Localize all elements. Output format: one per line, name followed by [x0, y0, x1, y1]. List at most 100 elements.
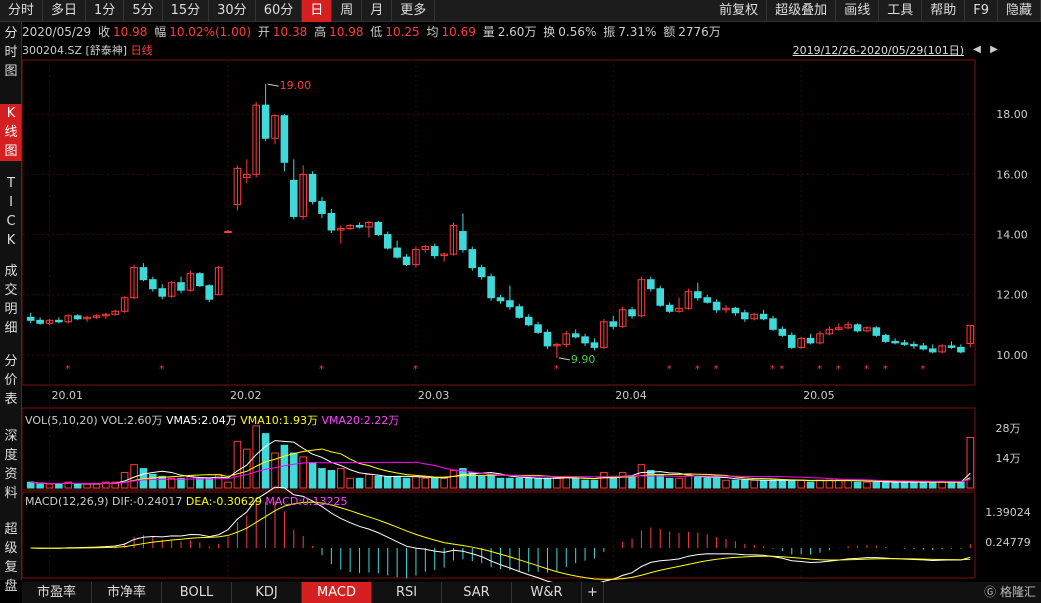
- turnover-label: 换: [543, 25, 556, 39]
- left-tab-char: 级: [4, 541, 18, 556]
- indicator-tab-3[interactable]: KDJ: [232, 582, 302, 603]
- candle-body: [120, 297, 129, 312]
- volume-bar: [45, 483, 54, 489]
- volume-bar: [383, 475, 392, 489]
- candle-body: [374, 222, 383, 236]
- period-tab-5[interactable]: 30分: [209, 0, 256, 22]
- period-tab-4[interactable]: 15分: [163, 0, 210, 22]
- volume-bar: [553, 477, 561, 489]
- period-tab-3[interactable]: 5分: [124, 0, 163, 22]
- left-tab-0[interactable]: 分时图: [0, 24, 22, 81]
- period-tab-1[interactable]: 多日: [43, 0, 87, 22]
- vma10-value: VMA10:1.93万: [240, 414, 319, 427]
- volume-bar: [308, 462, 317, 489]
- scroll-right-icon[interactable]: ▶: [990, 44, 998, 55]
- indicator-tab-2[interactable]: BOLL: [162, 582, 232, 603]
- price-tick-label: 16.00: [996, 168, 1028, 181]
- toolbar-right-3[interactable]: 工具: [879, 0, 923, 22]
- signal-star: *: [836, 364, 841, 375]
- period-toolbar: 分时 多日 1分 5分 15分 30分 60分日周月更多 前复权 超级叠加 画线 工具 帮助 F9 隐藏: [0, 0, 1041, 22]
- toolbar-right-1[interactable]: 超级叠加: [767, 0, 837, 22]
- amount-label: 额: [663, 25, 676, 39]
- quote-date: 2020/05/29: [22, 25, 92, 39]
- open-value: 10.38: [272, 25, 308, 39]
- macd-tick-label: 0.24779: [985, 536, 1031, 549]
- volume-bar: [430, 477, 439, 489]
- kline-chart[interactable]: 10.00 12.00 14.00 16.00 18.00 20.01 20.02 20.03…: [0, 0, 1041, 582]
- macd-tick-label: 1.39024: [985, 506, 1031, 519]
- period-tab-10[interactable]: 更多: [392, 0, 436, 22]
- candle-body: [618, 309, 627, 327]
- dea-line: [30, 501, 971, 580]
- toolbar-right-4[interactable]: 帮助: [922, 0, 966, 22]
- add-tab-icon[interactable]: +: [582, 582, 604, 603]
- indicator-tab-6[interactable]: SAR: [442, 582, 512, 603]
- scroll-left-icon[interactable]: ◀: [973, 44, 981, 55]
- volume-bar: [111, 481, 120, 489]
- vma5-value: VMA5:2.04万: [166, 414, 237, 427]
- candle-body: [750, 313, 758, 320]
- indicator-tab-0[interactable]: 市盈率: [22, 582, 92, 603]
- volume-bar: [233, 440, 242, 489]
- toolbar-right-0[interactable]: 前复权: [711, 0, 768, 22]
- left-tab-5[interactable]: 深度资料: [0, 427, 22, 503]
- period-tab-7[interactable]: 日: [302, 0, 333, 22]
- volume-bar: [336, 468, 345, 489]
- left-tab-char: 分: [4, 354, 18, 369]
- volume-bar: [853, 481, 862, 489]
- indicator-tab-1[interactable]: 市净率: [92, 582, 162, 603]
- signal-star: *: [413, 364, 418, 375]
- vma20-value: VMA20:2.22万: [321, 414, 400, 427]
- volume-bar: [299, 456, 307, 489]
- volume-bar: [647, 470, 655, 489]
- candle-body: [900, 342, 909, 345]
- period-tab-0[interactable]: 分时: [0, 0, 44, 22]
- left-tab-6[interactable]: 超级复盘: [0, 520, 22, 596]
- volume-bar: [355, 477, 364, 489]
- period-tab-2[interactable]: 1分: [86, 0, 125, 22]
- candle-body: [553, 343, 561, 347]
- period-tab-9[interactable]: 月: [362, 0, 393, 22]
- volume-bar: [214, 473, 223, 489]
- stock-caption: 300204.SZ [舒泰神] 日线: [22, 42, 153, 58]
- candle-body: [947, 345, 956, 348]
- low-annotation: 9.90: [571, 353, 596, 366]
- candle-body: [562, 333, 571, 345]
- volume-bar: [26, 481, 35, 489]
- indicator-tab-5[interactable]: RSI: [372, 582, 442, 603]
- candle-body: [111, 310, 120, 315]
- candle-body: [816, 333, 824, 344]
- toolbar-right-5[interactable]: F9: [965, 0, 998, 22]
- candle-body: [83, 316, 91, 320]
- candle-body: [64, 315, 73, 323]
- candle-body: [712, 301, 721, 311]
- period-tab-6[interactable]: 60分: [256, 0, 303, 22]
- candle-body: [600, 321, 608, 348]
- signal-star: *: [319, 364, 324, 375]
- toolbar-right-6[interactable]: 隐藏: [998, 0, 1041, 22]
- toolbar-right-2[interactable]: 画线: [836, 0, 880, 22]
- amount-value: 2776万: [678, 25, 721, 39]
- candle-body: [487, 276, 495, 299]
- volume-bar: [468, 471, 477, 489]
- candle-body: [787, 334, 796, 348]
- price-tick-label: 18.00: [996, 108, 1028, 121]
- candle-body: [177, 282, 185, 291]
- candle-body: [214, 267, 223, 296]
- candle-body: [881, 334, 890, 342]
- date-range[interactable]: 2019/12/26-2020/05/29(101日): [792, 44, 964, 57]
- indicator-tab-4[interactable]: MACD: [302, 582, 372, 603]
- left-tab-4[interactable]: 分价表: [0, 352, 22, 409]
- indicator-tab-7[interactable]: W&R: [512, 582, 582, 603]
- volume-bar: [872, 481, 881, 489]
- candle-body: [571, 333, 580, 338]
- candle-body: [402, 256, 411, 266]
- left-tab-char: 图: [4, 64, 18, 79]
- volume-bar: [590, 479, 599, 489]
- left-tab-3[interactable]: 成交明细: [0, 262, 22, 338]
- period-tab-8[interactable]: 周: [332, 0, 363, 22]
- volume-bar: [581, 479, 589, 489]
- candle-body: [722, 307, 730, 311]
